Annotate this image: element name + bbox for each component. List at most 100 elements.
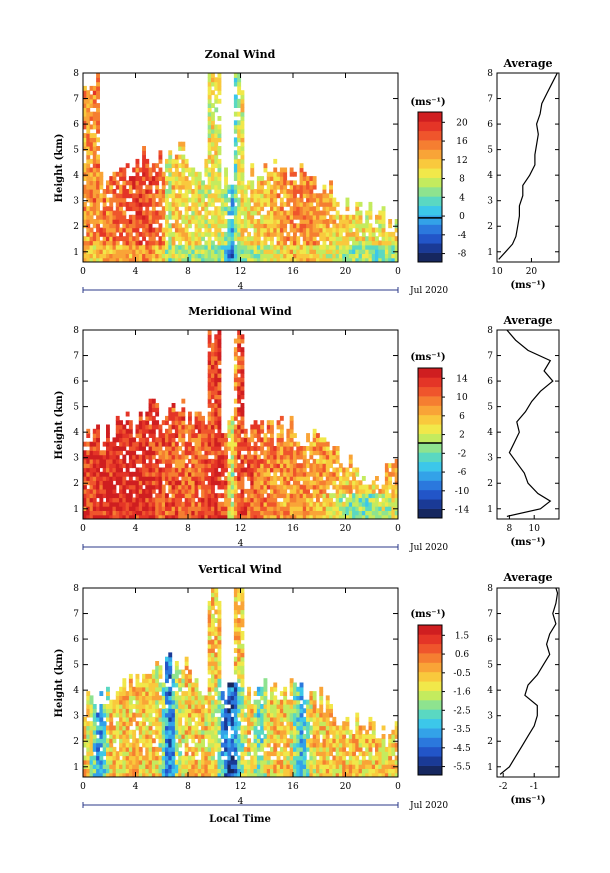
- heatmap-cell: [250, 510, 255, 516]
- heatmap-cell: [112, 214, 117, 220]
- heatmap-cell: [329, 249, 333, 254]
- heatmap-cell: [322, 484, 327, 490]
- heatmap-cell: [302, 497, 307, 503]
- colorbar-swatch: [418, 508, 442, 519]
- heatmap-cell: [233, 661, 238, 666]
- heatmap-cell: [119, 176, 123, 181]
- heatmap-cell: [207, 463, 212, 469]
- heatmap-cell: [283, 176, 288, 181]
- heatmap-cell: [230, 501, 235, 507]
- heatmap-cell: [181, 424, 186, 430]
- heatmap-cell: [286, 219, 291, 224]
- heatmap-cell: [86, 154, 91, 160]
- heatmap-cell: [263, 244, 268, 250]
- heatmap-cell: [168, 450, 173, 456]
- heatmap-cell: [240, 103, 245, 108]
- heatmap-cell: [230, 201, 235, 207]
- heatmap-cell: [168, 458, 173, 464]
- heatmap-cell: [191, 746, 196, 752]
- heatmap-cell: [270, 501, 274, 507]
- heatmap-cell: [270, 219, 274, 224]
- heatmap-cell: [158, 424, 163, 430]
- heatmap-cell: [247, 219, 251, 224]
- heatmap-cell: [119, 210, 123, 216]
- heatmap-cell: [361, 257, 366, 262]
- heatmap-cell: [355, 467, 360, 473]
- heatmap-cell: [92, 454, 97, 460]
- heatmap-cell: [145, 171, 150, 177]
- heatmap-cell: [233, 759, 238, 765]
- heatmap-cell: [256, 433, 261, 438]
- heatmap-cell: [378, 210, 383, 216]
- heatmap-cell: [342, 227, 347, 233]
- heatmap-cell: [322, 249, 327, 254]
- heatmap-cell: [109, 244, 114, 250]
- heatmap-cell: [158, 197, 163, 203]
- heatmap-cell: [89, 450, 94, 456]
- heatmap-cell: [233, 373, 238, 378]
- heatmap-cell: [96, 103, 100, 108]
- heatmap-cell: [233, 695, 238, 701]
- heatmap-cell: [384, 514, 389, 519]
- heatmap-cell: [142, 420, 146, 426]
- heatmap-cell: [109, 506, 114, 511]
- heatmap-cell: [125, 493, 130, 499]
- heatmap-cell: [345, 471, 350, 477]
- heatmap-cell: [165, 712, 169, 718]
- heatmap-cell: [197, 197, 202, 203]
- heatmap-cell: [194, 193, 199, 199]
- heatmap-cell: [368, 244, 373, 250]
- heatmap-cell: [138, 176, 143, 181]
- heatmap-cell: [204, 249, 209, 254]
- heatmap-cell: [161, 236, 166, 242]
- heatmap-cell: [109, 514, 114, 519]
- heatmap-cell: [365, 244, 370, 250]
- heatmap-cell: [174, 484, 179, 490]
- heatmap-cell: [142, 501, 146, 507]
- heatmap-cell: [197, 734, 202, 739]
- heatmap-cell: [325, 484, 330, 490]
- heatmap-cell: [128, 231, 133, 237]
- heatmap-cell: [155, 403, 160, 408]
- heatmap-cell: [214, 377, 219, 383]
- heatmap-cell: [112, 441, 117, 447]
- heatmap-cell: [253, 193, 258, 199]
- heatmap-cell: [181, 437, 186, 443]
- heatmap-cell: [237, 428, 242, 434]
- heatmap-cell: [158, 665, 163, 671]
- heatmap-cell: [191, 497, 196, 503]
- heatmap-cell: [178, 738, 183, 744]
- heatmap-cell: [204, 227, 209, 233]
- heatmap-cell: [168, 751, 173, 757]
- heatmap-cell: [155, 407, 160, 413]
- heatmap-cell: [132, 686, 137, 692]
- heatmap-cell: [263, 253, 268, 259]
- heatmap-cell: [158, 669, 163, 675]
- heatmap-cell: [109, 493, 114, 499]
- heatmap-cell: [115, 510, 120, 516]
- colorbar-tick-label: 16: [456, 137, 468, 147]
- x-tick-label: 16: [287, 267, 299, 277]
- heatmap-cell: [352, 506, 356, 511]
- heatmap-cell: [306, 497, 310, 503]
- heatmap-cell: [329, 257, 333, 262]
- heatmap-cell: [309, 240, 314, 246]
- heatmap-cell: [86, 176, 91, 181]
- heatmap-cell: [181, 154, 186, 160]
- heatmap-cell: [256, 219, 261, 224]
- heatmap-cell: [138, 210, 143, 216]
- heatmap-cell: [168, 725, 173, 731]
- heatmap-cell: [214, 635, 219, 641]
- heatmap-cell: [388, 510, 393, 516]
- y-tick-label: 5: [73, 146, 79, 156]
- heatmap-cell: [142, 673, 146, 679]
- heatmap-cell: [96, 510, 100, 516]
- heatmap-cell: [92, 471, 97, 477]
- heatmap-cell: [316, 231, 320, 237]
- heatmap-cell: [260, 257, 265, 262]
- heatmap-cell: [119, 488, 123, 494]
- heatmap-cell: [217, 635, 222, 641]
- heatmap-cell: [161, 176, 166, 181]
- heatmap-cell: [204, 471, 209, 477]
- heatmap-cell: [92, 244, 97, 250]
